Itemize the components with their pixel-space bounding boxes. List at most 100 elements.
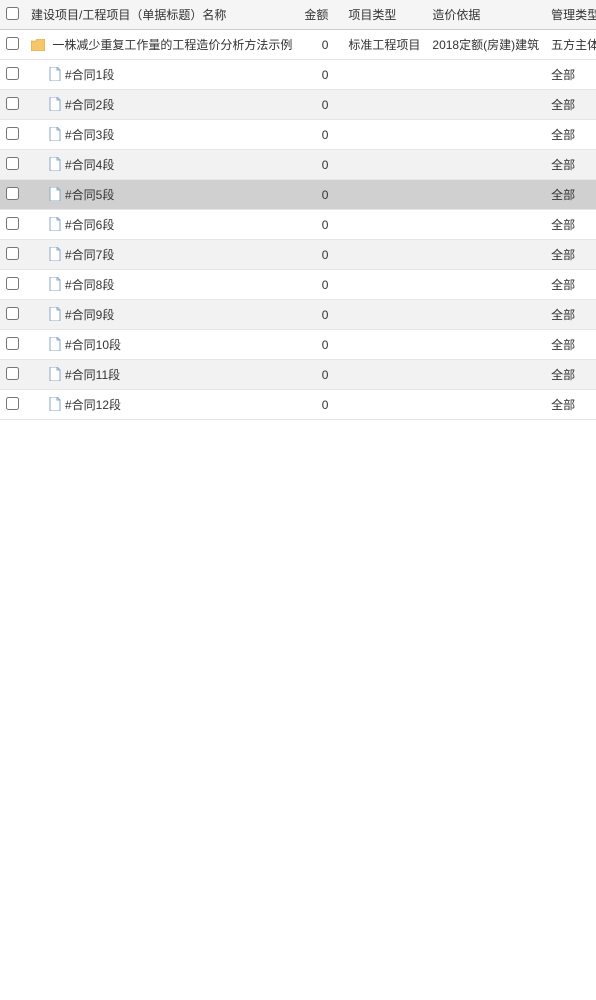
row-name-cell: #合同5段 [25, 180, 298, 210]
row-name: #合同6段 [65, 218, 114, 232]
col-amount[interactable]: 金额 [298, 0, 342, 30]
row-mtype: 全部 [545, 390, 596, 420]
document-icon [49, 67, 61, 81]
row-name: #合同1段 [65, 68, 114, 82]
table-row[interactable]: #合同9段0全部审核2020-06-28 [0, 300, 596, 330]
row-pbasis: 2018定额(房建)建筑 [426, 30, 545, 60]
row-checkbox[interactable] [6, 277, 19, 290]
row-ptype [342, 180, 426, 210]
row-checkbox-cell [0, 390, 25, 420]
row-name: 一株减少重复工作量的工程造价分析方法示例 [52, 38, 292, 52]
row-pbasis [426, 60, 545, 90]
row-ptype [342, 330, 426, 360]
row-ptype [342, 240, 426, 270]
row-pbasis [426, 90, 545, 120]
row-amount: 0 [298, 150, 342, 180]
row-checkbox-cell [0, 300, 25, 330]
table-row[interactable]: #合同5段0全部审核2020-06-28 [0, 180, 596, 210]
folder-icon [31, 39, 45, 51]
document-icon [49, 397, 61, 411]
row-pbasis [426, 210, 545, 240]
row-name: #合同11段 [65, 368, 120, 382]
row-name: #合同8段 [65, 278, 114, 292]
col-ptype[interactable]: 项目类型 [342, 0, 426, 30]
row-amount: 0 [298, 300, 342, 330]
document-icon [49, 307, 61, 321]
row-mtype: 全部 [545, 330, 596, 360]
project-table: 建设项目/工程项目（单据标题）名称 金额 项目类型 造价依据 管理类型 提交状态… [0, 0, 596, 420]
row-ptype [342, 300, 426, 330]
table-row[interactable]: #合同4段0全部审核2020-06-28 [0, 150, 596, 180]
row-checkbox-cell [0, 120, 25, 150]
row-ptype [342, 150, 426, 180]
row-name-cell: 一株减少重复工作量的工程造价分析方法示例 [25, 30, 298, 60]
row-amount: 0 [298, 360, 342, 390]
select-all-checkbox[interactable] [6, 7, 19, 20]
row-mtype: 全部 [545, 60, 596, 90]
row-mtype: 全部 [545, 240, 596, 270]
table-row[interactable]: #合同8段0全部审核2020-06-28 [0, 270, 596, 300]
table-row[interactable]: #合同11段0全部审核2020-06-28 [0, 360, 596, 390]
row-name: #合同9段 [65, 308, 114, 322]
row-name-cell: #合同2段 [25, 90, 298, 120]
row-checkbox[interactable] [6, 37, 19, 50]
row-pbasis [426, 180, 545, 210]
row-amount: 0 [298, 330, 342, 360]
row-mtype: 全部 [545, 150, 596, 180]
row-name: #合同2段 [65, 98, 114, 112]
row-amount: 0 [298, 30, 342, 60]
row-pbasis [426, 270, 545, 300]
row-checkbox[interactable] [6, 397, 19, 410]
col-name[interactable]: 建设项目/工程项目（单据标题）名称 [25, 0, 298, 30]
row-amount: 0 [298, 120, 342, 150]
row-name: #合同7段 [65, 248, 114, 262]
row-name-cell: #合同12段 [25, 390, 298, 420]
row-pbasis [426, 330, 545, 360]
table-row[interactable]: #合同10段0全部审核2020-06-28 [0, 330, 596, 360]
table-row[interactable]: #合同3段0全部审核2020-06-28 [0, 120, 596, 150]
row-checkbox[interactable] [6, 217, 19, 230]
row-pbasis [426, 240, 545, 270]
table-row-root[interactable]: 一株减少重复工作量的工程造价分析方法示例 0 标准工程项目 2018定额(房建)… [0, 30, 596, 60]
row-ptype [342, 210, 426, 240]
document-icon [49, 127, 61, 141]
row-name-cell: #合同9段 [25, 300, 298, 330]
row-checkbox[interactable] [6, 247, 19, 260]
row-name: #合同4段 [65, 158, 114, 172]
col-pbasis[interactable]: 造价依据 [426, 0, 545, 30]
row-mtype: 全部 [545, 300, 596, 330]
row-ptype [342, 390, 426, 420]
table-row[interactable]: #合同6段0全部审核2020-06-28 [0, 210, 596, 240]
row-checkbox[interactable] [6, 67, 19, 80]
row-checkbox[interactable] [6, 157, 19, 170]
row-checkbox[interactable] [6, 127, 19, 140]
document-icon [49, 277, 61, 291]
row-checkbox-cell [0, 60, 25, 90]
document-icon [49, 157, 61, 171]
row-checkbox-cell [0, 240, 25, 270]
row-name-cell: #合同8段 [25, 270, 298, 300]
table-header-row: 建设项目/工程项目（单据标题）名称 金额 项目类型 造价依据 管理类型 提交状态… [0, 0, 596, 30]
row-ptype [342, 60, 426, 90]
row-checkbox[interactable] [6, 187, 19, 200]
row-checkbox[interactable] [6, 367, 19, 380]
row-pbasis [426, 120, 545, 150]
table-row[interactable]: #合同2段0全部审核2020-06-28 [0, 90, 596, 120]
table-row[interactable]: #合同12段0全部审核2020-06-28 [0, 390, 596, 420]
row-name: #合同3段 [65, 128, 114, 142]
row-mtype: 全部 [545, 90, 596, 120]
row-mtype: 全部 [545, 360, 596, 390]
row-name-cell: #合同4段 [25, 150, 298, 180]
row-checkbox-cell [0, 210, 25, 240]
row-checkbox[interactable] [6, 307, 19, 320]
row-amount: 0 [298, 240, 342, 270]
row-pbasis [426, 150, 545, 180]
document-icon [49, 247, 61, 261]
document-icon [49, 97, 61, 111]
row-checkbox-cell [0, 180, 25, 210]
table-row[interactable]: #合同1段0全部审核2020-06-28 [0, 60, 596, 90]
table-row[interactable]: #合同7段0全部审核2020-06-28 [0, 240, 596, 270]
row-checkbox[interactable] [6, 97, 19, 110]
col-mtype[interactable]: 管理类型 [545, 0, 596, 30]
row-checkbox[interactable] [6, 337, 19, 350]
